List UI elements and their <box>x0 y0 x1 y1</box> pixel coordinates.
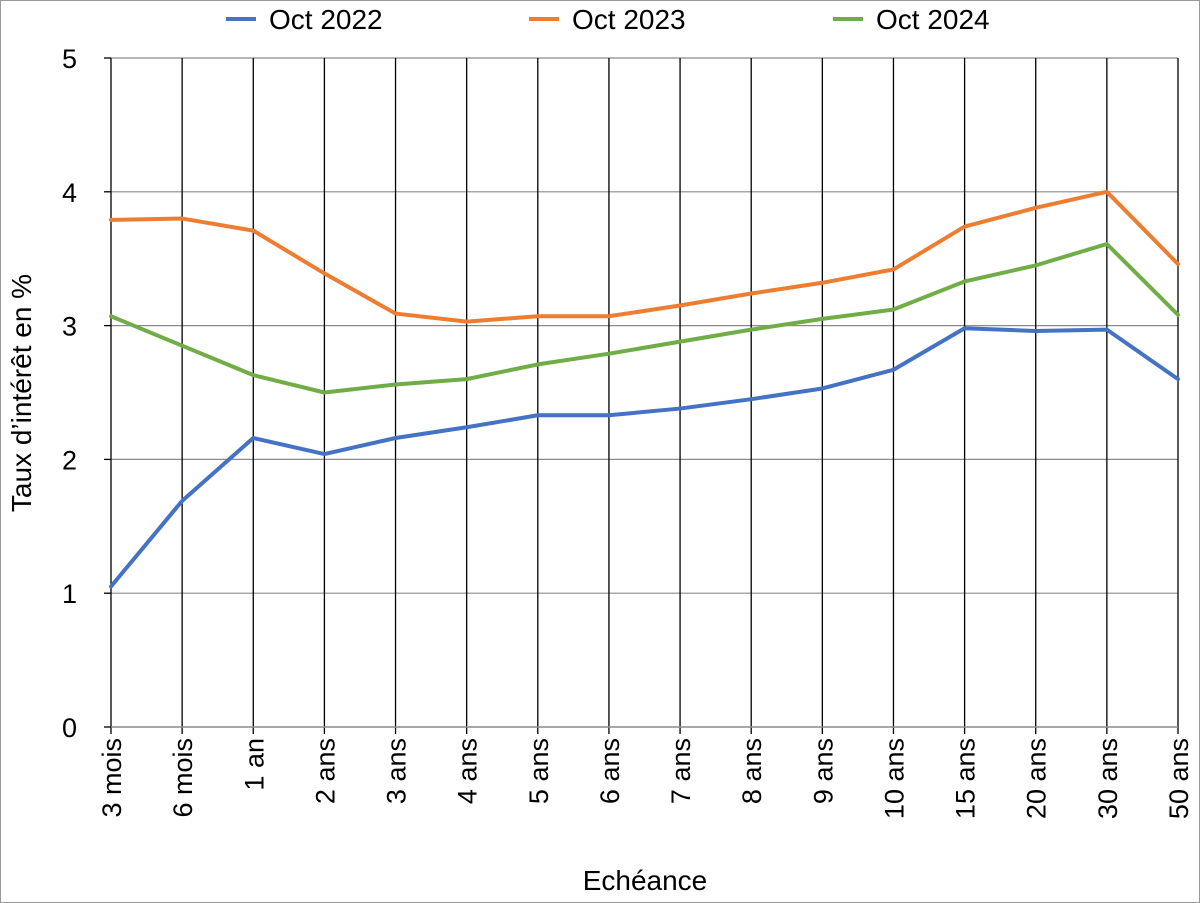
legend-label: Oct 2024 <box>876 4 990 35</box>
y-axis-title: Taux d’intérêt en % <box>6 274 37 512</box>
x-tick-label: 9 ans <box>808 738 838 804</box>
series-line <box>111 328 1178 586</box>
series-line <box>111 244 1178 393</box>
legend-label: Oct 2022 <box>269 4 383 35</box>
x-axis-title: Echéance <box>583 865 708 896</box>
y-tick-label: 3 <box>62 312 77 342</box>
y-tick-label: 1 <box>62 579 77 609</box>
x-tick-label: 5 ans <box>524 738 554 804</box>
grid <box>111 58 1178 727</box>
x-tick-label: 3 ans <box>382 738 412 804</box>
y-tick-label: 5 <box>62 44 77 74</box>
series-lines <box>111 192 1178 587</box>
x-tick-label: 20 ans <box>1022 738 1052 819</box>
x-tick-label: 50 ans <box>1164 738 1194 819</box>
legend-label: Oct 2023 <box>572 4 686 35</box>
x-tick-label: 30 ans <box>1093 738 1123 819</box>
x-tick-label: 2 ans <box>310 738 340 804</box>
x-tick-label: 10 ans <box>879 738 909 819</box>
x-tick-label: 4 ans <box>453 738 483 804</box>
legend: Oct 2022 Oct 2023 Oct 2024 <box>226 4 990 35</box>
y-tick-label: 2 <box>62 445 77 475</box>
line-chart: 0 1 2 3 4 5 3 mois 6 mois 1 an 2 ans 3 ans 4 ans 5 a… <box>0 0 1200 903</box>
x-tick-label: 7 ans <box>666 738 696 804</box>
series-line <box>111 192 1178 322</box>
x-tick-label: 6 mois <box>168 738 198 818</box>
x-tick-label: 15 ans <box>951 738 981 819</box>
y-tick-label: 4 <box>62 178 77 208</box>
x-tick-label: 6 ans <box>595 738 625 804</box>
y-tick-label: 0 <box>62 713 77 743</box>
axes: 0 1 2 3 4 5 3 mois 6 mois 1 an 2 ans 3 ans 4 ans 5 a… <box>62 44 1194 819</box>
x-tick-label: 1 an <box>239 738 269 791</box>
x-tick-label: 3 mois <box>97 738 127 818</box>
x-tick-label: 8 ans <box>737 738 767 804</box>
